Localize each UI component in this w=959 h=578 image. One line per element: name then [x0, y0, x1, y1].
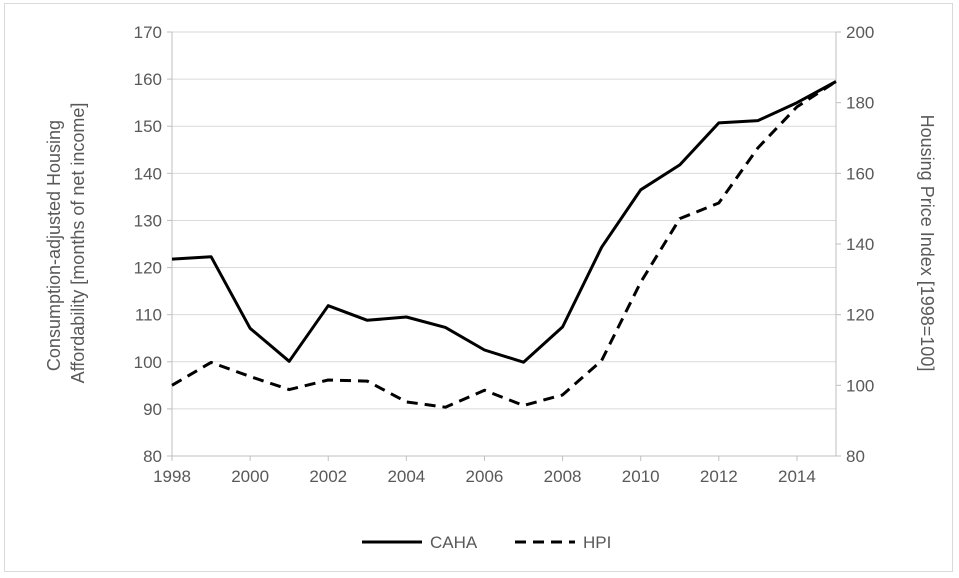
right-tick-label: 200 [846, 23, 874, 42]
right-axis-title: Housing Price Index [1998=100] [917, 115, 937, 372]
x-tick-label: 2006 [466, 467, 504, 486]
series-line-caha [171, 80, 837, 364]
left-tick-label: 130 [134, 211, 162, 230]
left-tick-label: 100 [134, 353, 162, 372]
right-tick-label: 100 [846, 376, 874, 395]
x-tick-label: 1998 [153, 467, 191, 486]
right-tick-label: 140 [846, 235, 874, 254]
left-tick-label: 110 [135, 306, 162, 325]
axes [171, 32, 837, 457]
series-line-hpi [171, 80, 837, 409]
x-axis-ticks: 1998 2000 2002 2004 2006 2008 2010 2012 2014 [153, 456, 816, 486]
left-axis-title: Consumption-adjusted Housing Affordabili… [44, 103, 88, 384]
left-tick-label: 140 [134, 164, 162, 183]
right-tick-label: 120 [846, 306, 874, 325]
left-tick-label: 120 [134, 259, 162, 278]
left-tick-label: 150 [134, 117, 162, 136]
right-axis-ticks: 80 100 120 140 160 180 200 [836, 23, 874, 466]
legend: CAHA HPI [362, 533, 611, 552]
left-tick-label: 160 [134, 70, 162, 89]
right-tick-label: 80 [846, 447, 865, 466]
x-tick-label: 2000 [231, 467, 269, 486]
left-tick-label: 80 [143, 447, 162, 466]
left-tick-label: 170 [134, 23, 162, 42]
x-tick-label: 2002 [309, 467, 347, 486]
x-tick-label: 2008 [544, 467, 582, 486]
chart-frame [4, 3, 953, 572]
left-tick-label: 90 [143, 400, 162, 419]
x-tick-label: 2014 [778, 467, 816, 486]
legend-label-caha: CAHA [430, 533, 478, 552]
x-tick-label: 2004 [387, 467, 425, 486]
right-tick-label: 180 [846, 94, 874, 113]
right-tick-label: 160 [846, 164, 874, 183]
x-tick-label: 2010 [622, 467, 660, 486]
gridlines [172, 31, 836, 457]
series-lines [171, 80, 837, 409]
legend-label-hpi: HPI [583, 533, 611, 552]
x-tick-label: 2012 [700, 467, 738, 486]
left-axis-ticks: 80 90 100 110 120 130 140 150 160 170 [134, 23, 172, 466]
